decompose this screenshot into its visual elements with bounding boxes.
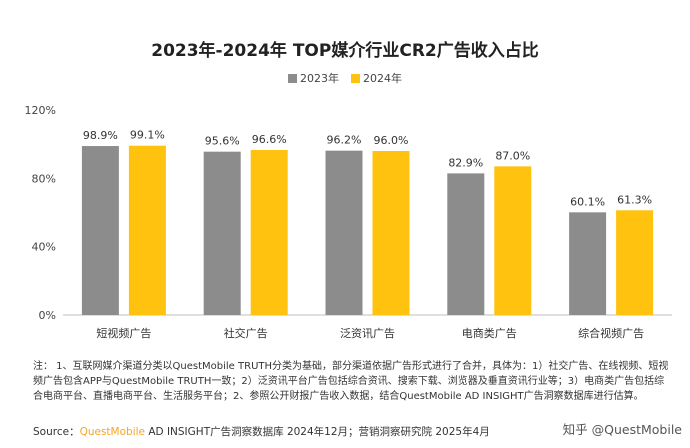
legend-swatch-2024 bbox=[351, 73, 360, 83]
data-label: 98.9% bbox=[83, 129, 118, 142]
footnote: 注： 1、互联网媒介渠道分类以QuestMobile TRUTH分类为基础，部分… bbox=[33, 361, 669, 402]
data-label: 87.0% bbox=[495, 149, 530, 162]
bar bbox=[569, 212, 607, 315]
x-tick-label: 短视频广告 bbox=[96, 326, 151, 340]
bar bbox=[128, 145, 166, 315]
watermark: 知乎 @QuestMobile bbox=[562, 422, 682, 437]
legend-label-2023: 2023年 bbox=[300, 72, 339, 85]
bar bbox=[616, 210, 654, 315]
source-label: Source： bbox=[33, 426, 80, 438]
legend: 2023年 2024年 bbox=[0, 70, 690, 86]
source-line: Source：QuestMobile AD INSIGHT广告洞察数据库 202… bbox=[33, 424, 683, 439]
bar bbox=[372, 151, 410, 315]
chart-title: 2023年-2024年 TOP媒介行业CR2广告收入占比 bbox=[151, 41, 539, 61]
data-label: 96.2% bbox=[327, 134, 362, 147]
data-label: 60.1% bbox=[570, 195, 605, 208]
data-label: 61.3% bbox=[617, 193, 652, 206]
data-label: 82.9% bbox=[448, 156, 483, 169]
source-brand: QuestMobile bbox=[79, 426, 145, 438]
bar bbox=[447, 173, 485, 315]
legend-label-2024: 2024年 bbox=[363, 72, 402, 85]
x-tick-label: 综合视频广告 bbox=[578, 326, 644, 340]
y-tick-label: 80% bbox=[32, 172, 56, 185]
data-label: 96.6% bbox=[252, 133, 287, 146]
legend-item-2024: 2024年 bbox=[351, 70, 402, 86]
bar bbox=[250, 149, 288, 315]
x-tick-label: 泛资讯广告 bbox=[340, 327, 395, 340]
x-tick-label: 社交广告 bbox=[224, 326, 268, 340]
legend-item-2023: 2023年 bbox=[288, 70, 339, 86]
x-tick-label: 电商类广告 bbox=[462, 326, 517, 340]
bar bbox=[325, 150, 363, 315]
data-label: 99.1% bbox=[130, 129, 165, 142]
data-label: 95.6% bbox=[205, 135, 240, 148]
y-tick-label: 120% bbox=[25, 104, 56, 117]
bar bbox=[81, 146, 119, 315]
bar bbox=[494, 166, 532, 315]
data-label: 96.0% bbox=[374, 134, 409, 147]
source-detail: AD INSIGHT广告洞察数据库 2024年12月；营销洞察研究院 2025年… bbox=[145, 426, 490, 438]
y-tick-label: 0% bbox=[39, 309, 56, 322]
bar bbox=[203, 151, 241, 315]
y-tick-label: 40% bbox=[32, 241, 56, 254]
legend-swatch-2023 bbox=[288, 73, 297, 83]
